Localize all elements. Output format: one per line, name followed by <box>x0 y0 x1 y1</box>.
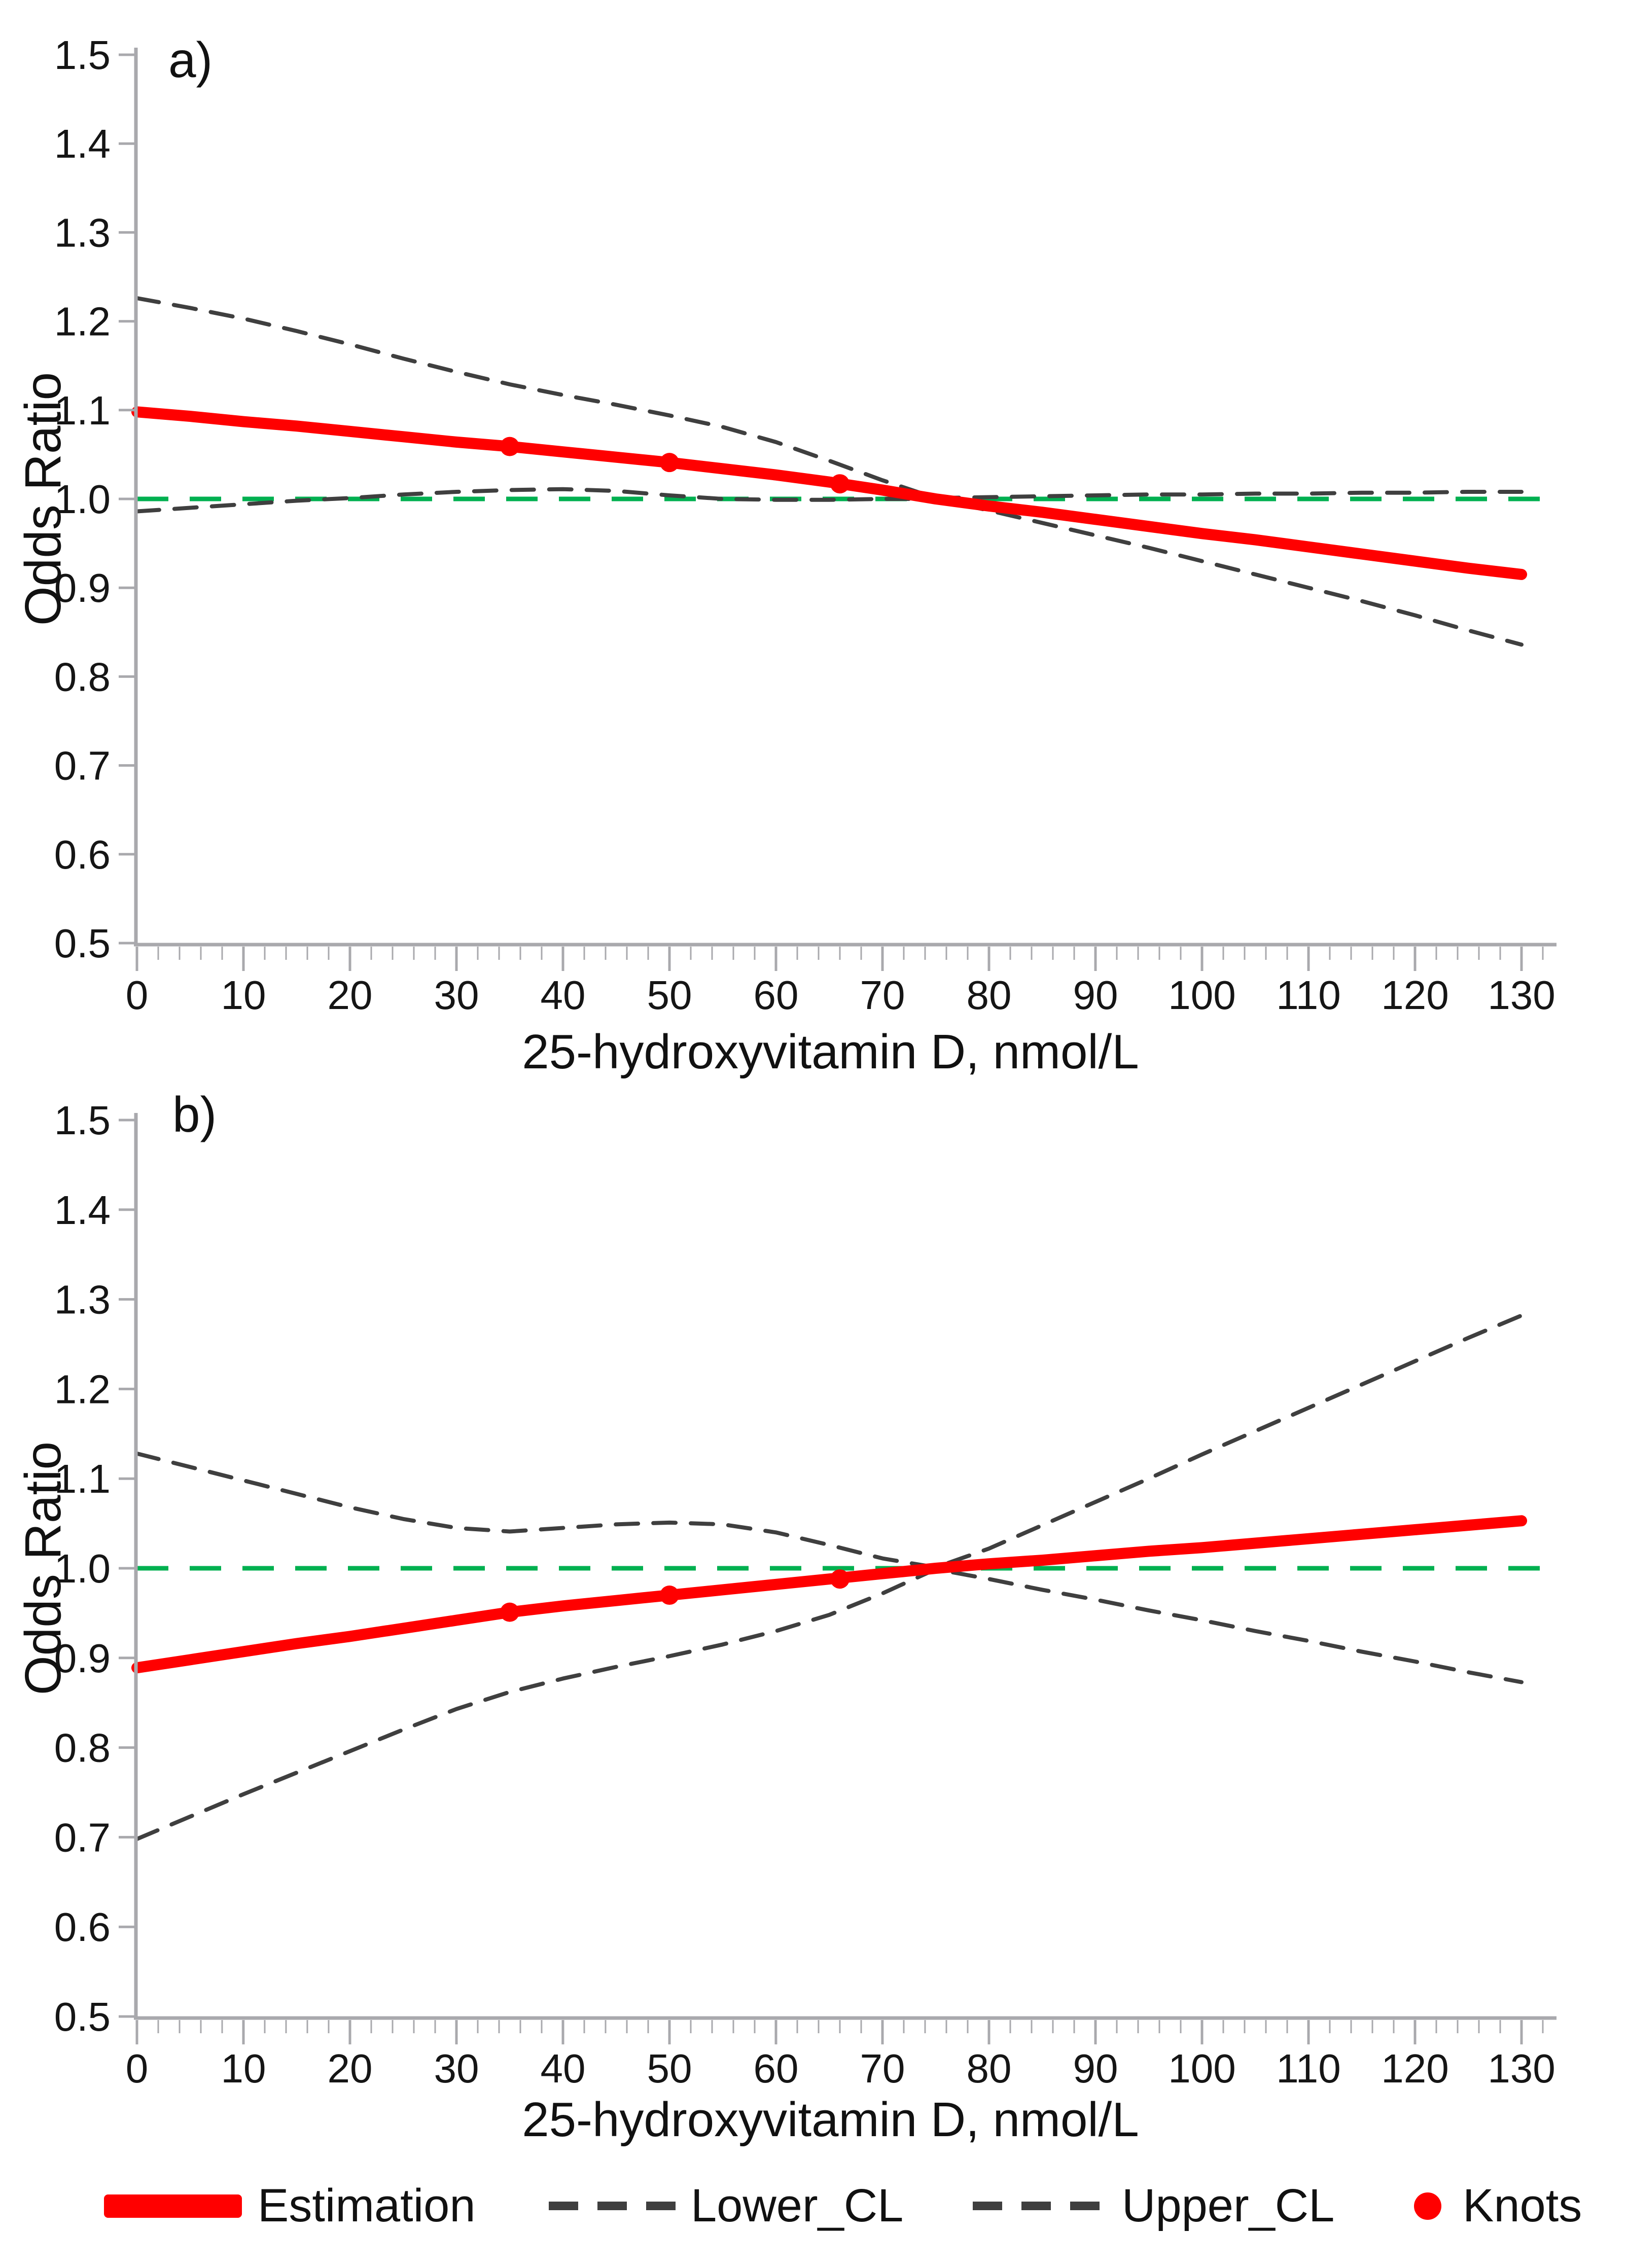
panel-a-x-axis-title: 25-hydroxyvitamin D, nmol/L <box>522 1025 1139 1079</box>
x-tick-label: 50 <box>647 973 692 1018</box>
legend-lower-cl-label: Lower_CL <box>691 2180 904 2231</box>
y-tick-label: 1.0 <box>54 1546 111 1591</box>
y-tick-label: 1.5 <box>54 32 111 78</box>
y-tick-label: 1.1 <box>54 1456 111 1501</box>
y-tick-label: 0.6 <box>54 832 111 877</box>
estimation-line <box>131 406 1527 580</box>
panel-b-label: b) <box>172 1087 217 1142</box>
legend-upper-cl-dash-swatch <box>973 2202 1101 2210</box>
knot-marker <box>500 1602 519 1622</box>
upper-cl-line <box>135 296 1524 500</box>
lower-cl-line <box>135 1567 1524 1841</box>
y-tick-label: 0.8 <box>54 654 111 699</box>
x-tick-label: 40 <box>541 2046 586 2091</box>
x-tick-label: 100 <box>1168 973 1235 1018</box>
legend: Estimation Lower_CL Upper_CL Knots <box>0 2175 1627 2241</box>
x-tick-label: 50 <box>647 2046 692 2091</box>
upper-cl-line <box>135 1313 1524 1570</box>
x-tick-label: 80 <box>967 2046 1012 2091</box>
legend-estimation-label: Estimation <box>258 2180 476 2231</box>
legend-estimation-line-swatch <box>104 2194 242 2218</box>
y-tick-label: 0.5 <box>54 921 111 966</box>
x-tick-label: 70 <box>860 2046 905 2091</box>
panel-b-x-axis-title: 25-hydroxyvitamin D, nmol/L <box>522 2093 1139 2147</box>
panel-b-plot: 1.5 1.4 1.3 1.2 1.1 1.0 0.9 0.8 0.7 0.6 0.5 0 10 20 30… <box>54 1098 1557 2091</box>
legend-knot-dot-icon <box>1414 2192 1441 2220</box>
x-tick-label: 120 <box>1381 2046 1448 2091</box>
y-tick-label: 1.5 <box>54 1098 111 1143</box>
x-tick-label: 30 <box>434 2046 479 2091</box>
x-tick-label: 90 <box>1073 973 1118 1018</box>
legend-upper-cl-label: Upper_CL <box>1122 2180 1335 2231</box>
y-tick-label: 1.3 <box>54 1277 111 1322</box>
y-tick-label: 0.7 <box>54 1815 111 1860</box>
x-tick-label: 0 <box>126 2046 149 2091</box>
x-tick-label: 20 <box>328 973 373 1018</box>
knot-marker <box>660 453 679 473</box>
y-tick-label: 1.2 <box>54 1366 111 1412</box>
knot-marker <box>660 1586 679 1605</box>
x-tick-label: 80 <box>967 973 1012 1018</box>
knot-marker <box>830 474 850 494</box>
x-tick-label: 90 <box>1073 2046 1118 2091</box>
x-tick-label: 60 <box>754 973 799 1018</box>
y-tick-label: 1.4 <box>54 1187 111 1233</box>
x-tick-label: 120 <box>1381 973 1448 1018</box>
y-tick-label: 0.5 <box>54 1994 111 2039</box>
x-tick-label: 60 <box>754 2046 799 2091</box>
legend-lower-cl-dash-swatch <box>549 2202 677 2210</box>
panel-a-plot: 1.5 1.4 1.3 1.2 1.1 1.0 0.9 0.8 0.7 0.6 0.5 0 10 20 30… <box>54 32 1557 1018</box>
x-tick-label: 10 <box>221 973 266 1018</box>
estimation-line <box>131 1515 1527 1674</box>
x-tick-label: 10 <box>221 2046 266 2091</box>
x-tick-label: 100 <box>1168 2046 1235 2091</box>
knot-marker <box>830 1569 850 1589</box>
knot-marker <box>500 437 519 456</box>
legend-knots-label: Knots <box>1463 2180 1582 2231</box>
y-tick-label: 0.6 <box>54 1904 111 1950</box>
x-tick-label: 20 <box>328 2046 373 2091</box>
panel-a-y-axis-title: Odds Ratio <box>15 372 72 626</box>
y-tick-label: 0.8 <box>54 1725 111 1771</box>
x-tick-label: 110 <box>1276 973 1341 1018</box>
y-tick-label: 1.2 <box>54 299 111 344</box>
y-tick-label: 0.7 <box>54 743 111 788</box>
lower-cl-line <box>135 487 1524 647</box>
y-tick-label: 0.9 <box>54 565 111 610</box>
x-tick-label: 130 <box>1488 973 1555 1018</box>
y-tick-label: 1.4 <box>54 121 111 166</box>
x-tick-label: 70 <box>860 973 905 1018</box>
panel-a-label: a) <box>168 32 213 88</box>
y-tick-label: 1.0 <box>54 477 111 522</box>
y-tick-label: 1.3 <box>54 210 111 255</box>
x-tick-label: 0 <box>126 973 149 1018</box>
x-tick-label: 130 <box>1488 2046 1555 2091</box>
x-tick-label: 40 <box>541 973 586 1018</box>
x-tick-label: 110 <box>1276 2046 1341 2091</box>
panel-b-y-axis-title: Odds Ratio <box>15 1441 72 1696</box>
x-tick-label: 30 <box>434 973 479 1018</box>
y-tick-label: 1.1 <box>54 388 111 433</box>
y-tick-label: 0.9 <box>54 1636 111 1681</box>
